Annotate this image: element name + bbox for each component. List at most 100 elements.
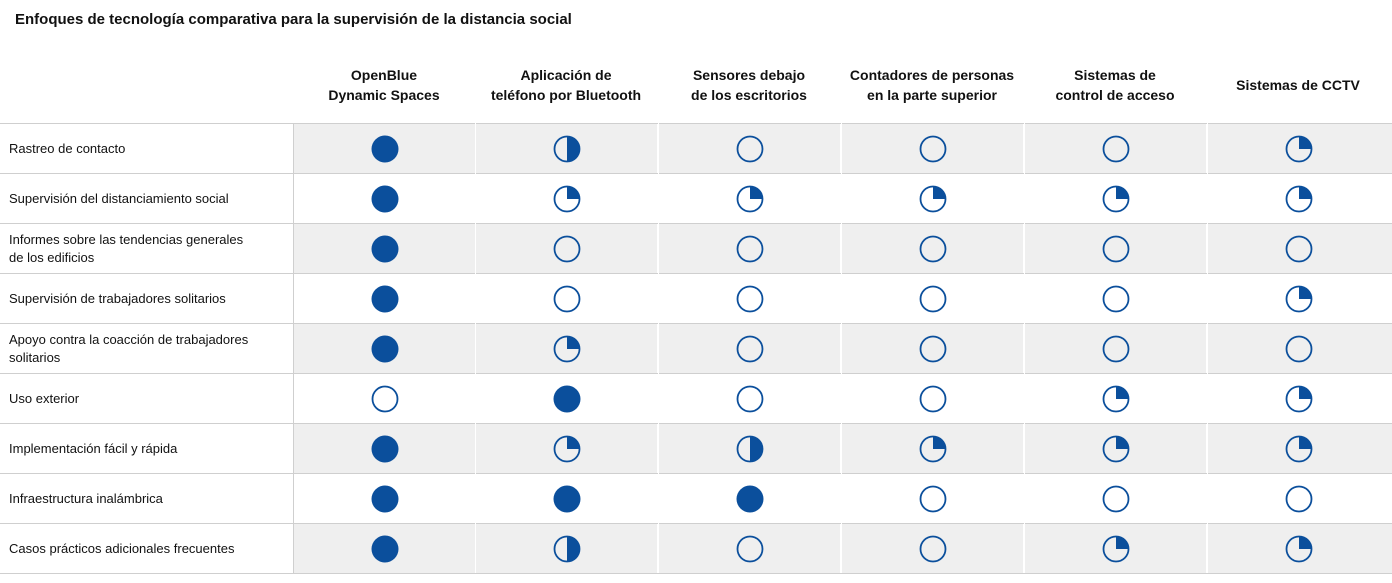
table-cell [1024, 124, 1206, 174]
fill-wedge [933, 186, 946, 199]
table-row: Informes sobre las tendencias generales … [0, 224, 1392, 274]
table-cell [1207, 374, 1392, 424]
filled-circle [553, 385, 581, 413]
column-divider [475, 123, 476, 573]
full-rating-icon [371, 335, 399, 363]
fill-wedge [1116, 536, 1129, 549]
empty-rating-icon [553, 235, 581, 263]
circle-outline [919, 185, 947, 213]
full-rating-icon [371, 185, 399, 213]
circle-outline [1285, 385, 1313, 413]
full-rating-icon [371, 285, 399, 313]
table-row: Rastreo de contacto [0, 124, 1392, 174]
empty-rating-icon [1285, 335, 1313, 363]
row-label: Supervisión del distanciamiento social [9, 191, 229, 206]
table-cell [1207, 524, 1392, 574]
table-cell [1207, 474, 1392, 524]
circle-outline [553, 335, 581, 363]
row-divider [0, 373, 1392, 374]
empty-rating-icon [1102, 485, 1130, 513]
filled-circle [371, 285, 399, 313]
row-divider [0, 423, 1392, 424]
row-divider [0, 473, 1392, 474]
row-label: Apoyo contra la coacción de trabajadores… [9, 332, 249, 365]
empty-rating-icon [919, 335, 947, 363]
row-divider [0, 523, 1392, 524]
full-rating-icon [371, 435, 399, 463]
row-label: Casos prácticos adicionales frecuentes [9, 541, 235, 556]
fill-wedge [567, 536, 580, 562]
circle-outline [736, 535, 764, 563]
table-cell [841, 124, 1023, 174]
circle-outline [919, 235, 947, 263]
table-cell [475, 224, 657, 274]
row-divider [0, 223, 1392, 224]
table-cell [1207, 424, 1392, 474]
table-cell [1024, 374, 1206, 424]
quarter-rating-icon [1285, 185, 1313, 213]
full-rating-icon [371, 485, 399, 513]
table-cell [1207, 224, 1392, 274]
circle-outline [1285, 285, 1313, 313]
circle-outline [553, 285, 581, 313]
table-cell [475, 374, 657, 424]
circle-outline [1102, 535, 1130, 563]
circle-outline [736, 435, 764, 463]
fill-wedge [1299, 136, 1312, 149]
empty-rating-icon [919, 235, 947, 263]
circle-outline [1285, 335, 1313, 363]
full-rating-icon [553, 385, 581, 413]
quarter-rating-icon [1285, 285, 1313, 313]
row-divider [0, 573, 1392, 574]
table-row: Supervisión del distanciamiento social [0, 174, 1392, 224]
table-cell [841, 524, 1023, 574]
circle-outline [553, 235, 581, 263]
table-cell [475, 174, 657, 224]
column-header: Aplicación de teléfono por Bluetooth [490, 67, 642, 103]
full-rating-icon [371, 135, 399, 163]
quarter-rating-icon [1102, 185, 1130, 213]
table-cell [475, 274, 657, 324]
column-header: Sistemas de CCTV [1236, 77, 1360, 93]
column-divider [293, 123, 294, 573]
table-cell [841, 274, 1023, 324]
fill-wedge [933, 436, 946, 449]
empty-rating-icon [736, 335, 764, 363]
empty-rating-icon [1102, 335, 1130, 363]
table-cell [658, 274, 840, 324]
circle-outline [736, 335, 764, 363]
column-header: Sistemas de control de acceso [1055, 67, 1175, 103]
row-divider [0, 173, 1392, 174]
circle-outline [1102, 385, 1130, 413]
circle-outline [1102, 235, 1130, 263]
circle-outline [1102, 335, 1130, 363]
column-header: OpenBlue Dynamic Spaces [328, 67, 440, 103]
table-cell [293, 374, 475, 424]
circle-outline [919, 335, 947, 363]
table-cell [841, 174, 1023, 224]
filled-circle [371, 535, 399, 563]
table-cell [293, 174, 475, 224]
circle-outline [1102, 485, 1130, 513]
table-cell [293, 124, 475, 174]
full-rating-icon [736, 485, 764, 513]
column-divider [1207, 123, 1208, 573]
circle-outline [1285, 435, 1313, 463]
table-cell [1207, 324, 1392, 374]
empty-rating-icon [919, 535, 947, 563]
circle-outline [736, 285, 764, 313]
empty-rating-icon [1285, 485, 1313, 513]
circle-outline [919, 435, 947, 463]
empty-rating-icon [736, 285, 764, 313]
table-row: Infraestructura inalámbrica [0, 474, 1392, 524]
row-divider [0, 273, 1392, 274]
quarter-rating-icon [553, 185, 581, 213]
table-cell [841, 224, 1023, 274]
table-cell [1024, 474, 1206, 524]
circle-outline [1285, 485, 1313, 513]
page-title: Enfoques de tecnología comparativa para … [15, 11, 572, 28]
fill-wedge [1299, 186, 1312, 199]
column-header: Contadores de personas en la parte super… [849, 67, 1015, 103]
full-rating-icon [371, 535, 399, 563]
circle-outline [736, 235, 764, 263]
